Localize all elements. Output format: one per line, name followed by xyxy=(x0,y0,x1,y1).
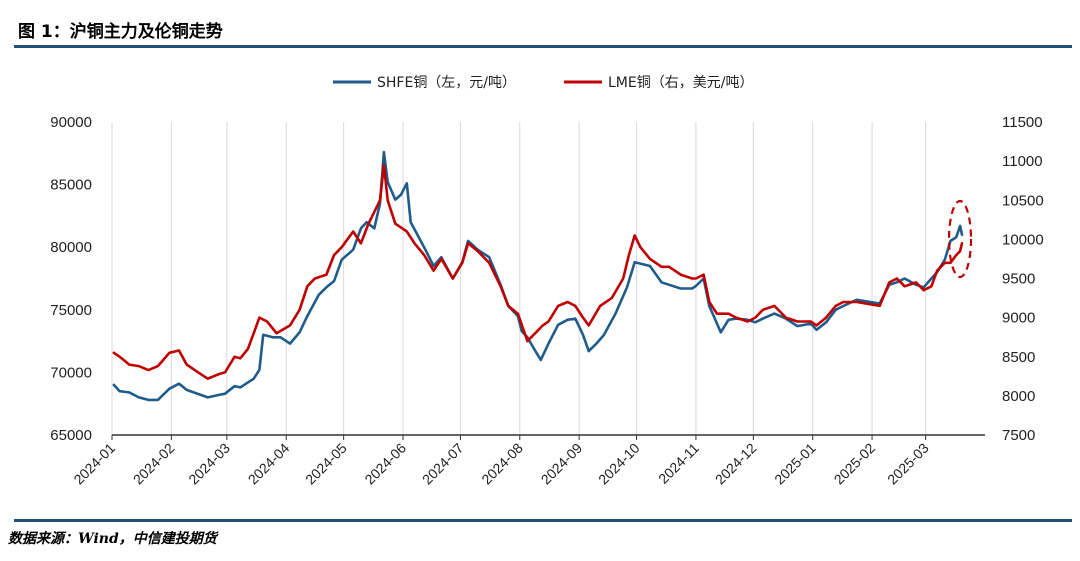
x-tick-label: 2024-12 xyxy=(712,440,760,488)
y-left-tick-label: 85000 xyxy=(50,177,92,194)
chart-lines xyxy=(112,150,964,402)
y-right-tick-label: 8500 xyxy=(1002,349,1035,366)
shfe-series-line xyxy=(112,150,964,402)
x-tick-label: 2024-08 xyxy=(478,440,526,488)
y-right-tick-label: 11000 xyxy=(1002,153,1043,170)
x-tick-label: 2024-04 xyxy=(245,440,293,488)
y-right-tick-label: 9500 xyxy=(1002,271,1035,288)
legend-lme: LME铜（右，美元/吨） xyxy=(564,75,753,91)
x-tick-label: 2024-09 xyxy=(538,440,586,488)
figure-title: 图 1：沪铜主力及伦铜走势 xyxy=(18,22,223,42)
chart-annotation xyxy=(947,199,973,279)
y-left-tick-label: 75000 xyxy=(50,302,92,319)
legend-label: SHFE铜（左，元/吨） xyxy=(377,75,516,91)
x-tick-label: 2024-11 xyxy=(655,440,702,487)
source-rule xyxy=(14,519,1072,522)
chart-legend: SHFE铜（左，元/吨） LME铜（右，美元/吨） xyxy=(333,75,753,91)
y-left-tick-label: 90000 xyxy=(50,114,92,131)
chart-axes: 2024-01 2024-02 2024-03 2024-04 2024-05 2024-… xyxy=(50,114,1043,487)
x-tick-label: 2024-06 xyxy=(361,440,409,488)
legend-label: LME铜（右，美元/吨） xyxy=(608,75,753,91)
x-tick-label: 2025-03 xyxy=(884,440,932,488)
legend-shfe: SHFE铜（左，元/吨） xyxy=(333,75,516,91)
y-left-tick-label: 65000 xyxy=(50,427,92,444)
title-rule xyxy=(14,45,1072,48)
x-tick-label: 2024-07 xyxy=(419,440,467,488)
x-tick-label: 2024-01 xyxy=(70,440,118,488)
y-right-tick-label: 10000 xyxy=(1002,231,1044,248)
y-right-tick-label: 8000 xyxy=(1002,388,1035,405)
copper-price-chart: SHFE铜（左，元/吨） LME铜（右，美元/吨） 2024-01 2024-02 2… xyxy=(50,75,1043,487)
y-right-tick-label: 11500 xyxy=(1002,114,1043,131)
y-right-tick-label: 10500 xyxy=(1002,192,1044,209)
x-tick-label: 2025-02 xyxy=(831,440,879,488)
x-tick-label: 2024-02 xyxy=(130,440,178,488)
highlight-ellipse xyxy=(947,199,973,279)
y-left-tick-label: 80000 xyxy=(50,239,92,256)
y-right-tick-label: 9000 xyxy=(1002,310,1035,327)
x-tick-label: 2024-05 xyxy=(302,440,350,488)
y-right-tick-label: 7500 xyxy=(1002,427,1035,444)
x-tick-label: 2024-10 xyxy=(595,440,643,488)
lme-series-line xyxy=(112,163,964,380)
x-tick-label: 2024-03 xyxy=(185,440,233,488)
x-tick-label: 2025-01 xyxy=(771,440,819,488)
y-left-tick-label: 70000 xyxy=(50,364,92,381)
source-note: 数据来源：Wind，中信建投期货 xyxy=(8,531,217,547)
